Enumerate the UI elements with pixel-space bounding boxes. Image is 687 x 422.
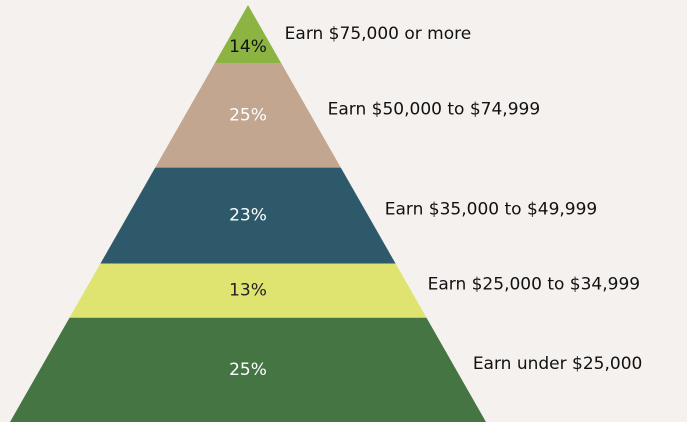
value-label: 13% — [229, 281, 267, 301]
value-label: 25% — [229, 360, 267, 380]
pyramid-segment — [100, 167, 396, 264]
pyramid-segment — [69, 263, 427, 318]
category-label: Earn $75,000 or more — [285, 24, 472, 44]
category-label: Earn $35,000 to $49,999 — [385, 200, 597, 220]
pyramid-segment — [214, 5, 282, 64]
value-label: 25% — [229, 106, 267, 126]
value-label: 14% — [229, 37, 267, 57]
category-label: Earn under $25,000 — [473, 354, 643, 374]
category-label: Earn $50,000 to $74,999 — [328, 100, 540, 120]
value-label: 23% — [229, 206, 267, 226]
pyramid-segment — [10, 317, 486, 422]
category-label: Earn $25,000 to $34,999 — [428, 275, 641, 295]
pyramid-segment — [155, 63, 341, 168]
